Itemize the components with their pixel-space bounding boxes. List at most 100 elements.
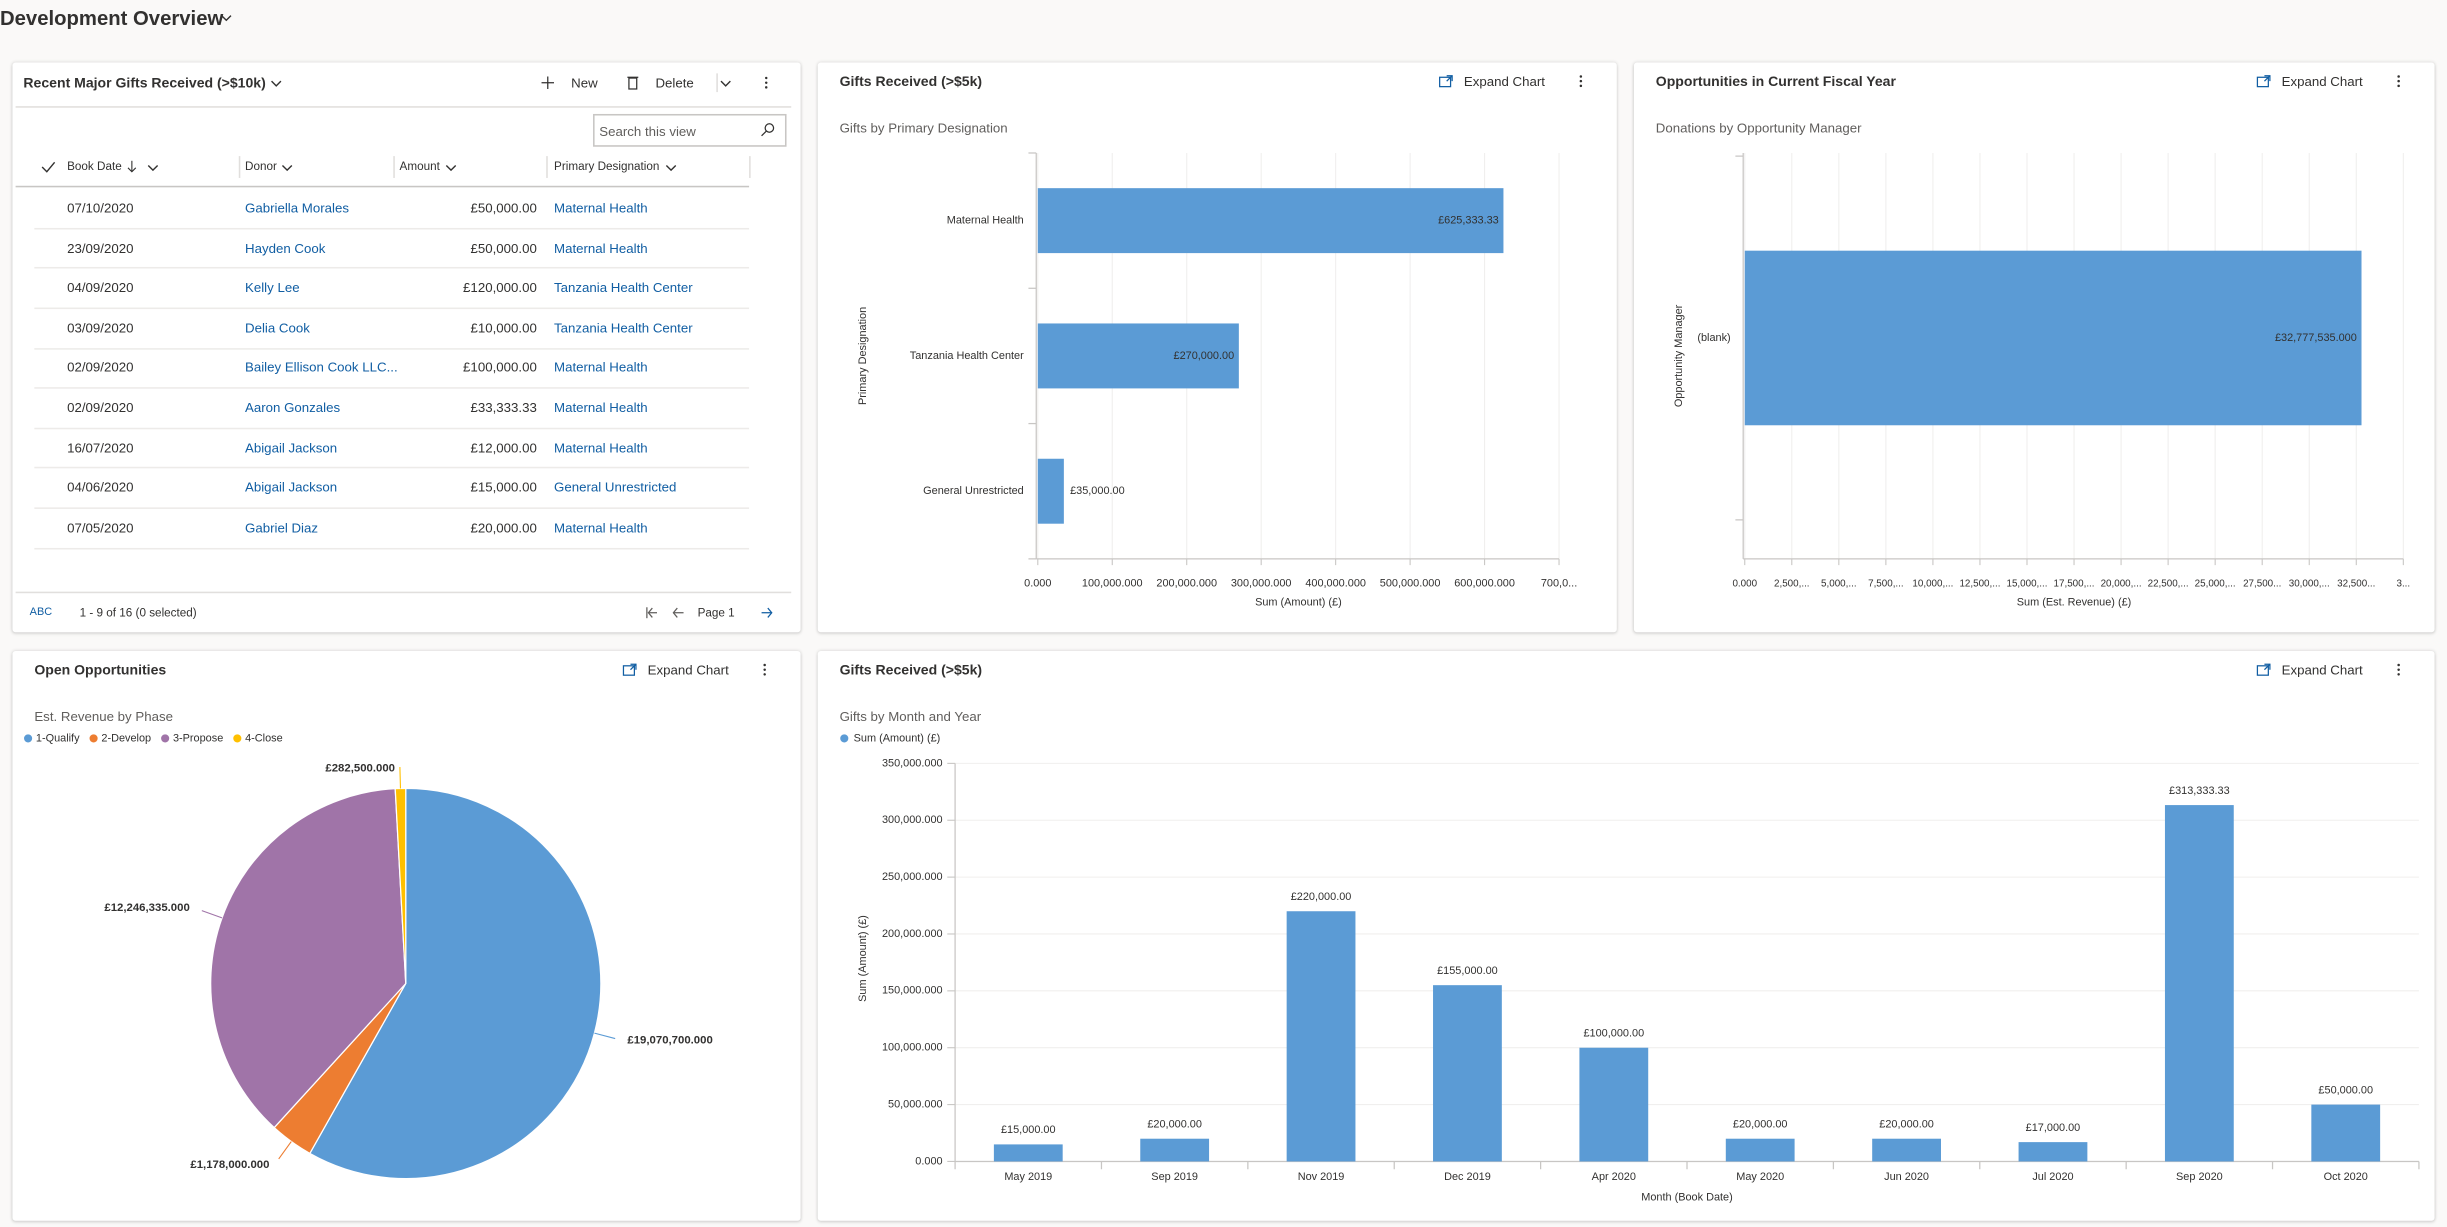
cell-designation[interactable]: Maternal Health [554,359,648,376]
chart-subtitle: Gifts by Primary Designation [839,120,1008,136]
column-menu[interactable] [281,164,293,172]
column-menu[interactable] [445,164,457,172]
data-label: £17,000.00 [2026,1122,2081,1134]
bar[interactable] [1872,1138,1941,1162]
x-tick-label: 700,0... [1541,578,1577,590]
cell-designation[interactable]: Maternal Health [554,519,648,536]
delete-icon[interactable] [627,75,639,90]
bar[interactable] [1725,1138,1795,1162]
bar[interactable] [1037,323,1239,389]
y-tick-label: Tanzania Health Center [910,350,1024,362]
expand-chart[interactable]: Expand Chart [647,661,729,678]
cell-donor[interactable]: Abigail Jackson [245,479,338,496]
sort-arrow[interactable] [127,160,137,173]
data-label: £32,777,535.000 [2275,332,2357,344]
icon-circle [765,76,768,80]
expand-icon[interactable] [1439,75,1453,88]
y-tick-label: 0.000 [915,1155,942,1167]
cell-donor[interactable]: Aaron Gonzales [245,399,341,416]
more-options[interactable] [763,663,766,676]
column-header[interactable]: Primary Designation [554,159,660,174]
icon-polyline [147,164,159,172]
bar[interactable] [1579,1047,1649,1162]
first-page[interactable] [646,607,658,619]
x-tick-label: 100,000.000 [1082,578,1143,590]
column-header[interactable]: Book Date [67,159,122,174]
cell-donor[interactable]: Gabriel Diaz [245,519,319,536]
expand-chart[interactable]: Expand Chart [1463,73,1545,89]
cell-donor[interactable]: Abigail Jackson [245,439,338,456]
select-all[interactable] [41,161,56,173]
icon-circle [2397,668,2400,671]
filter-abc[interactable]: ABC [29,607,53,619]
column-header[interactable]: Amount [399,159,440,174]
expand-icon[interactable] [2256,663,2271,676]
delete-button[interactable]: Delete [655,74,694,91]
column-menu[interactable] [147,164,159,172]
expand-chart[interactable]: Expand Chart [2281,73,2363,89]
y-axis-title: Primary Designation [857,307,869,405]
new-icon[interactable] [541,76,555,89]
cell-donor[interactable]: Hayden Cook [245,239,326,256]
column-header[interactable]: Donor [245,159,277,174]
search-placeholder[interactable]: Search this view [599,123,696,139]
new-button[interactable]: New [571,74,598,91]
pie-slice[interactable] [308,787,602,1180]
cell-donor[interactable]: Delia Cook [245,319,310,336]
next-page[interactable] [761,607,773,618]
x-tick-label: 400,000.000 [1305,578,1366,590]
bar[interactable] [1433,985,1502,1162]
panel-title: Gifts Received (>$5k) [839,661,983,678]
divider [34,507,750,509]
bar[interactable] [1037,458,1064,524]
chart: 1-Qualify 2-Develop 3-Propose 4-Close £19,07… [24,732,713,1180]
cell-designation[interactable]: Tanzania Health Center [554,319,693,336]
cell-designation[interactable]: Tanzania Health Center [554,279,693,296]
bar[interactable] [1140,1138,1210,1162]
chart-panel: 0.000 50,000.000 100,000.000 150,000.000 200… [817,650,2435,1221]
y-tick-label: 200,000.000 [882,928,943,940]
cell-date: 07/05/2020 [67,519,134,536]
cell-designation[interactable]: Maternal Health [554,399,648,416]
x-tick-label: 17,500,... [2054,578,2095,589]
icon-polyline [1446,75,1453,82]
bar[interactable] [2018,1142,2088,1162]
cell-designation[interactable]: Maternal Health [554,439,648,456]
more-options[interactable] [2397,663,2400,676]
more-commands[interactable] [720,80,731,87]
expand-chart[interactable]: Expand Chart [2281,661,2363,678]
more-options[interactable] [2397,75,2400,88]
cell-amount: £100,000.00 [463,359,537,376]
bar[interactable] [2164,805,2234,1162]
panel-title: Open Opportunities [34,661,167,678]
page-title[interactable]: Development Overview [0,6,224,30]
x-axis-title: Sum (Est. Revenue) (£) [2017,596,2132,608]
cell-donor[interactable]: Kelly Lee [245,279,300,296]
cell-designation[interactable]: General Unrestricted [554,479,677,496]
bar[interactable] [2311,1104,2381,1162]
bar[interactable] [1286,911,1356,1162]
more-options[interactable] [765,76,768,89]
previous-page[interactable] [672,607,684,618]
search-icon[interactable] [761,123,775,137]
column-menu[interactable] [665,164,677,172]
legend-label: 2-Develop [101,732,151,744]
cell-designation[interactable]: Maternal Health [554,239,648,256]
grid-title[interactable]: Recent Major Gifts Received (>$10k) [23,74,266,91]
icon-circle [765,81,768,84]
cell-donor[interactable]: Bailey Ellison Cook LLC... [245,359,398,376]
bar[interactable] [993,1144,1063,1162]
cell-donor[interactable]: Gabriella Morales [245,199,349,216]
more-options[interactable] [1579,75,1583,88]
icon-polyline [665,164,677,172]
bar[interactable] [1037,188,1504,254]
search-box[interactable] [593,113,787,147]
bar[interactable] [1744,250,2362,426]
title-chevron[interactable] [221,15,233,22]
x-tick-label: 3... [2396,578,2410,589]
expand-icon[interactable] [2256,75,2271,88]
view-chevron[interactable] [271,80,282,87]
cell-designation[interactable]: Maternal Health [554,199,648,216]
expand-icon[interactable] [622,663,637,676]
